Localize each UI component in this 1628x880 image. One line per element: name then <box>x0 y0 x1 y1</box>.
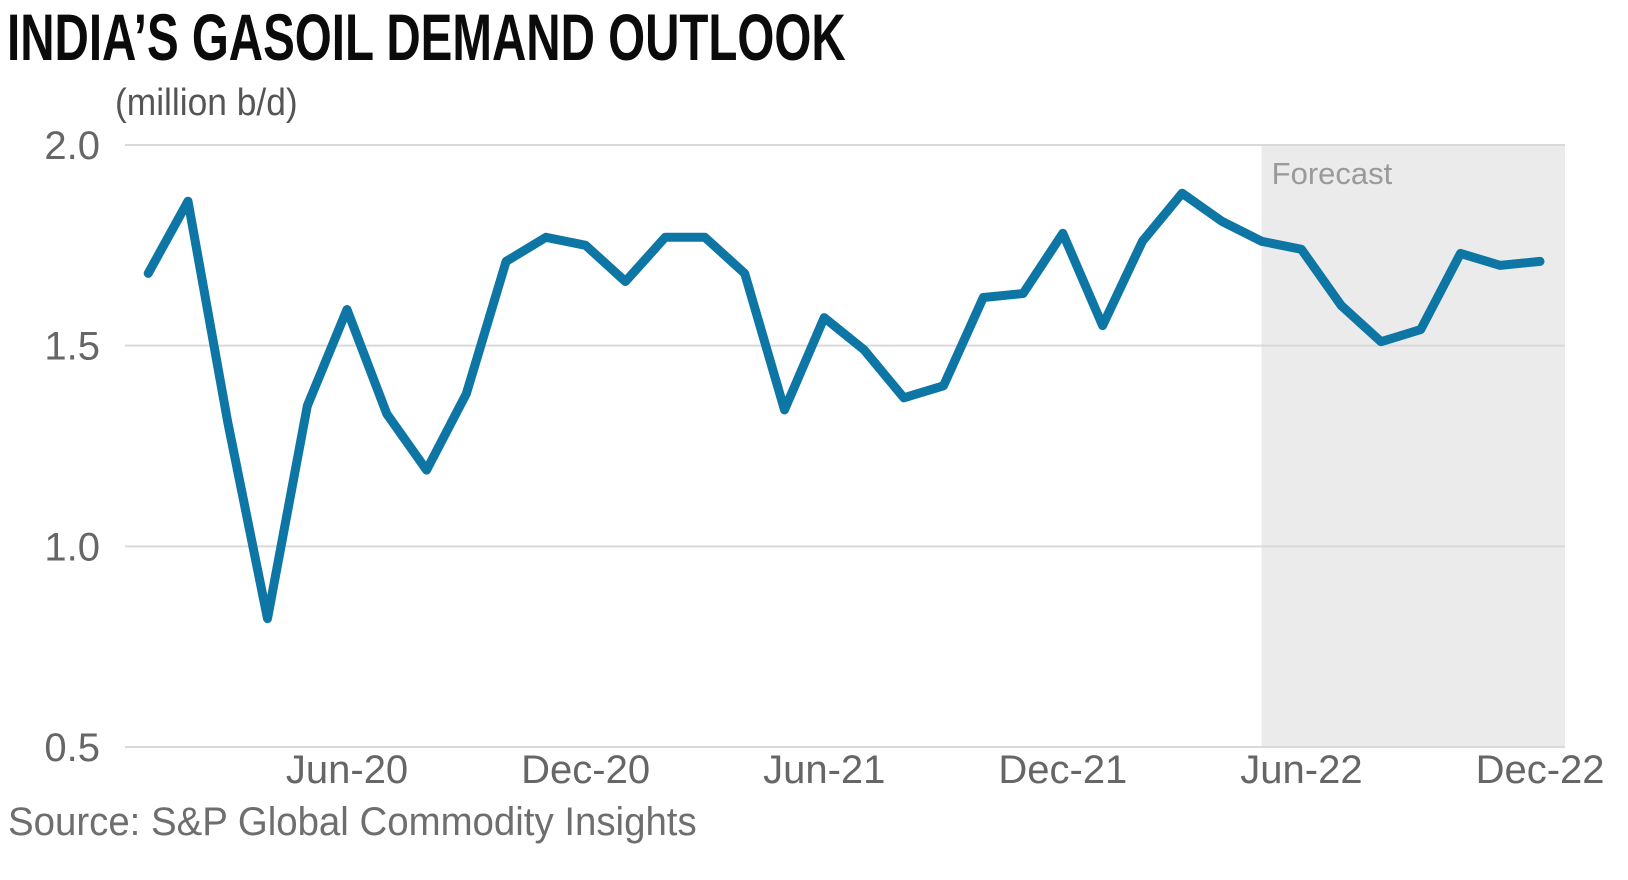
x-axis-tick-label: Dec-22 <box>1476 748 1605 792</box>
x-axis-tick-label: Jun-21 <box>763 748 885 792</box>
y-axis-tick-label: 1.0 <box>44 525 100 569</box>
demand-line-series <box>143 188 1545 624</box>
y-axis-tick-label: 2.0 <box>44 124 100 168</box>
forecast-label: Forecast <box>1272 156 1393 191</box>
x-axis-tick-label: Jun-20 <box>286 748 408 792</box>
x-axis-tick-label: Dec-21 <box>998 748 1127 792</box>
y-axis-tick-label: 1.5 <box>44 325 100 369</box>
chart-unit-label: (million b/d) <box>115 82 298 124</box>
y-axis-tick-label: 0.5 <box>44 726 100 770</box>
x-axis-tick-label: Jun-22 <box>1240 748 1362 792</box>
forecast-band <box>1261 145 1565 747</box>
chart-title: INDIA’S GASOIL DEMAND OUTLOOK <box>7 0 846 74</box>
x-axis-tick-label: Dec-20 <box>521 748 650 792</box>
source-attribution: Source: S&P Global Commodity Insights <box>8 800 697 844</box>
